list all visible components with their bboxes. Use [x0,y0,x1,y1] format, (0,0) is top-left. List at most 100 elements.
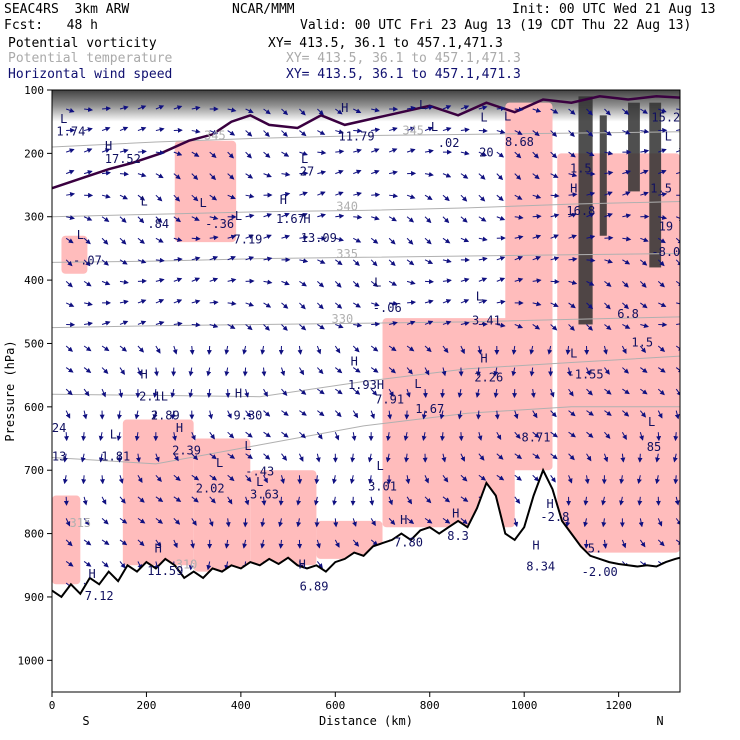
wind-arrow [261,367,267,377]
pv-extremum-label: L [431,120,438,134]
wind-arrow [655,453,660,463]
wind-arrow [353,214,363,220]
wind-arrow [604,170,614,176]
pv-extremum-label: 8.34 [526,559,555,573]
wind-arrow [657,281,665,288]
wind-arrow [371,169,380,175]
wind-arrow [424,496,432,504]
wind-arrow [550,151,558,159]
wind-arrow [119,171,129,177]
wind-arrow [154,453,160,463]
pv-extremum-label: L [480,111,487,125]
wind-arrow [604,367,610,375]
wind-arrow [244,388,250,398]
wind-arrow [514,474,522,481]
y-tick-label: 600 [24,401,44,414]
wind-arrow [335,191,344,197]
wind-arrow [585,367,591,376]
pv-extremum-label: H [351,355,358,369]
wind-arrow [639,345,647,353]
wind-arrow [101,496,107,505]
wind-arrow [640,128,650,134]
wind-arrow [424,475,429,484]
pv-extremum-label: 9.30 [234,409,263,423]
wind-arrow [583,518,589,528]
wind-arrow [583,496,589,506]
wind-arrow [281,212,290,218]
wind-arrow [621,539,627,549]
wind-arrow [191,236,201,242]
wind-arrow [388,216,397,222]
wind-arrow [83,518,90,526]
wind-arrow [549,388,555,398]
y-tick-label: 800 [24,528,44,541]
wind-arrow [460,150,470,156]
wind-arrow [586,280,595,286]
wind-arrow [135,453,141,463]
y-tick-label: 500 [24,337,44,350]
wind-arrow [675,259,680,267]
wind-arrow [119,148,129,154]
wind-arrow [245,474,252,483]
wind-arrow [137,299,147,304]
wind-arrow [101,367,109,374]
wind-arrow [352,539,360,547]
wind-arrow [370,259,378,267]
wind-arrow [514,277,524,283]
wind-arrow [532,324,541,330]
wind-arrow [370,237,379,244]
wind-arrow [658,215,668,220]
wind-arrow [65,539,73,547]
wind-arrow [367,453,373,463]
pv-extremum-label: -8.0 [651,245,680,259]
wind-arrow [173,151,183,156]
wind-arrow [442,172,452,178]
wind-arrow [496,474,505,481]
wind-arrow [568,192,578,198]
wind-arrow [676,127,680,133]
x-tick-label: 0 [49,699,56,712]
pv-extremum-label: 1.5 [570,161,592,175]
pv-extremum-label: 8.68 [505,135,534,149]
wind-arrow [278,518,284,528]
wind-arrow [119,367,125,376]
wind-arrow [550,130,558,137]
pv-extremum-label: H [341,101,348,115]
wind-arrow [209,300,219,306]
wind-arrow [172,345,178,355]
wind-arrow [568,234,577,240]
pv-extremum-label: H [176,421,183,435]
wind-arrow [421,410,427,420]
wind-arrow [514,194,523,200]
wind-arrow [568,453,575,461]
wind-arrow [388,126,398,132]
wind-arrow [81,432,87,442]
wind-arrow [209,323,219,329]
pink-shading-region [505,102,553,471]
wind-arrow [441,453,447,463]
theta-contour-line [52,406,680,465]
wind-arrow [370,388,378,396]
theta-contour-label: 340 [336,199,358,213]
wind-arrow [657,259,665,267]
wind-arrow [119,194,128,200]
pv-extremum-label: 1.74 [56,125,85,139]
wind-arrow [586,257,596,263]
wind-arrow [657,388,665,396]
axes: 0 200 400 600 800 1000 1200 100 200 300 400 500 600 7… [18,84,632,712]
wind-arrow [83,216,93,221]
wind-arrow [316,345,322,355]
wind-arrow [227,453,236,459]
wind-arrow [173,299,183,304]
wind-arrow [406,345,415,352]
wind-arrow [206,345,212,355]
wind-arrow [335,108,343,115]
wind-arrow [568,324,575,331]
wind-arrow [191,496,199,503]
wind-arrow [137,172,147,178]
pv-extremum-label: -.07 [73,253,102,267]
wind-arrow [529,367,535,377]
wind-arrow [83,259,91,267]
wind-arrow [460,345,465,355]
wind-arrow [424,126,434,132]
